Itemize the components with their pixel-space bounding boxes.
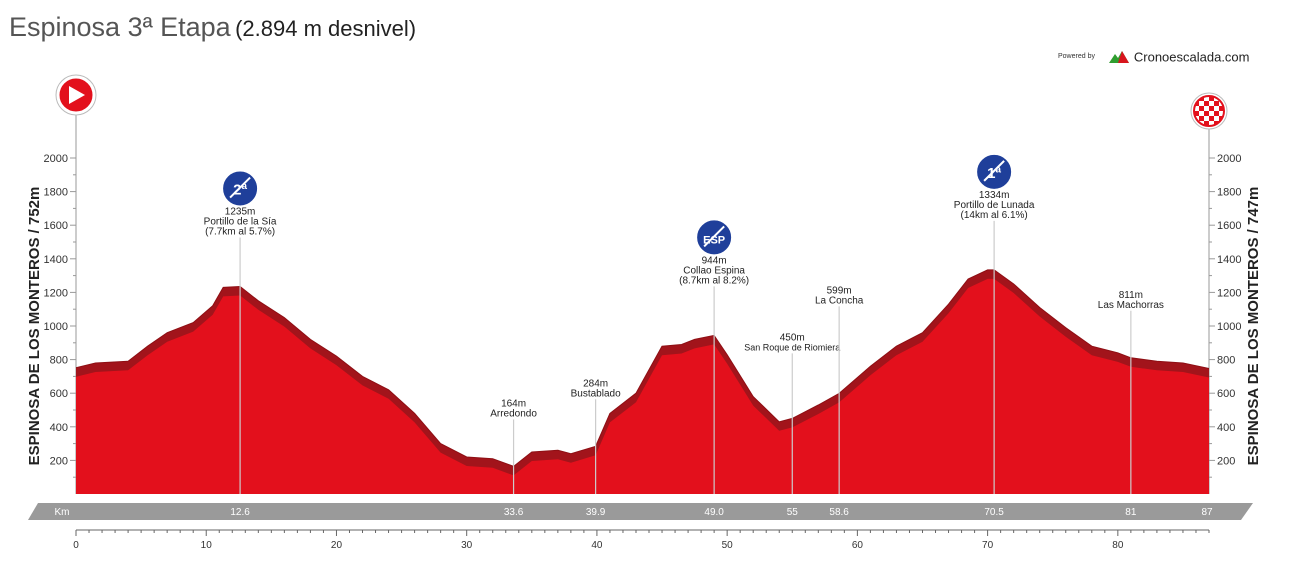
km-band-label: 58.6 bbox=[829, 507, 849, 518]
chart-title-group: Espinosa 3ª Etapa (2.894 m desnivel) bbox=[9, 12, 416, 43]
powered-by-credit[interactable]: Powered by Cronoescalada.com bbox=[1058, 48, 1250, 66]
y-tick-label-left: 1800 bbox=[44, 187, 68, 199]
x-tick-label: 70 bbox=[982, 540, 994, 551]
mountain-logo-icon bbox=[1109, 50, 1130, 63]
poi-name-label: Bustablado bbox=[571, 388, 621, 399]
brand-name: Cronoescalada.com bbox=[1133, 49, 1250, 65]
y-tick-label-right: 1600 bbox=[1217, 220, 1241, 232]
x-tick-label: 10 bbox=[201, 540, 213, 551]
x-tick-label: 30 bbox=[461, 540, 473, 551]
badge-slash bbox=[703, 225, 725, 248]
x-tick-label: 60 bbox=[852, 540, 864, 551]
y-tick-label-right: 800 bbox=[1217, 355, 1235, 367]
x-tick-label: 0 bbox=[73, 540, 79, 551]
y-axis-label-right: ESPINOSA DE LOS MONTEROS / 747m bbox=[1245, 187, 1262, 466]
poi-elevation-label: 1334m bbox=[979, 190, 1010, 201]
y-tick-label-right: 1200 bbox=[1217, 287, 1241, 299]
badge-text: ESP bbox=[703, 234, 725, 246]
y-tick-label-right: 1000 bbox=[1217, 321, 1241, 333]
y-tick-label-right: 1800 bbox=[1217, 187, 1241, 199]
y-tick-label-right: 600 bbox=[1217, 388, 1235, 400]
poi-elevation-label: 1235m bbox=[225, 207, 256, 218]
km-band-label: 12.6 bbox=[230, 507, 250, 518]
y-axis-label-left: ESPINOSA DE LOS MONTEROS / 752m bbox=[26, 187, 43, 466]
x-tick-label: 40 bbox=[591, 540, 603, 551]
km-band-label: 33.6 bbox=[504, 507, 524, 518]
poi-name-label: La Concha bbox=[815, 295, 864, 306]
y-tick-label-left: 1400 bbox=[44, 254, 68, 266]
start-triangle bbox=[69, 86, 85, 104]
km-band-label: 49.0 bbox=[704, 507, 724, 518]
poi-name-label: San Roque de Riomiera bbox=[744, 342, 840, 352]
y-tick-label-left: 400 bbox=[50, 422, 68, 434]
badge-text: 1ª bbox=[987, 165, 1001, 182]
x-tick-label: 20 bbox=[331, 540, 343, 551]
start-ring bbox=[55, 74, 97, 116]
km-band-label: 55 bbox=[787, 507, 799, 518]
x-tick-label: 80 bbox=[1112, 540, 1124, 551]
badge-slash bbox=[983, 160, 1005, 182]
y-tick-label-right: 400 bbox=[1217, 422, 1235, 434]
km-band bbox=[28, 503, 1253, 520]
poi-elevation-label: 284m bbox=[583, 378, 608, 389]
poi-elevation-label: 599m bbox=[827, 285, 852, 296]
profile-area bbox=[76, 278, 1209, 494]
km-band-label: 81 bbox=[1125, 507, 1137, 518]
chart-subtitle: (2.894 m desnivel) bbox=[235, 16, 417, 41]
poi-elevation-label: 811m bbox=[1119, 290, 1143, 301]
poi-detail-label: (8.7km al 8.2%) bbox=[679, 275, 749, 286]
profile-outline bbox=[75, 269, 1210, 467]
category-badge-icon: 2ª bbox=[221, 169, 260, 208]
badge-text: 2ª bbox=[233, 182, 247, 199]
km-band-label: 39.9 bbox=[586, 507, 606, 518]
checkered-finish-icon bbox=[1190, 92, 1228, 130]
poi-name-label: Las Machorras bbox=[1098, 300, 1164, 311]
y-tick-label-left: 200 bbox=[50, 455, 68, 467]
y-tick-label-left: 1200 bbox=[44, 287, 68, 299]
y-tick-label-right: 1400 bbox=[1217, 254, 1241, 266]
y-tick-label-left: 1600 bbox=[44, 220, 68, 232]
km-band-title: Km bbox=[55, 507, 70, 518]
poi-detail-label: (7.7km al 5.7%) bbox=[205, 227, 275, 238]
y-tick-label-right: 2000 bbox=[1217, 153, 1241, 165]
poi-name-label: Arredondo bbox=[490, 408, 537, 419]
y-tick-label-left: 800 bbox=[50, 355, 68, 367]
y-tick-label-left: 1000 bbox=[44, 321, 68, 333]
y-tick-label-right: 200 bbox=[1217, 455, 1235, 467]
play-start-icon bbox=[55, 74, 97, 116]
poi-elevation-label: 944m bbox=[702, 255, 727, 266]
powered-by-label: Powered by bbox=[1058, 53, 1095, 61]
category-badge-icon: ESP bbox=[695, 218, 734, 257]
category-badge-icon: 1ª bbox=[975, 152, 1014, 191]
finish-border bbox=[1193, 95, 1225, 127]
km-band-label: 70.5 bbox=[984, 507, 1004, 518]
x-tick-label: 50 bbox=[722, 540, 734, 551]
poi-name-label: Portillo de Lunada bbox=[954, 200, 1035, 211]
poi-detail-label: (14km al 6.1%) bbox=[960, 210, 1027, 221]
poi-name-label: Collao Espina bbox=[683, 265, 745, 276]
poi-name-label: Portillo de la Sía bbox=[204, 217, 277, 228]
km-band-label: 87 bbox=[1201, 507, 1213, 518]
chart-title: Espinosa 3ª Etapa bbox=[9, 12, 231, 42]
poi-elevation-label: 164m bbox=[501, 398, 526, 409]
y-tick-label-left: 600 bbox=[50, 388, 68, 400]
badge-slash bbox=[229, 176, 251, 199]
y-tick-label-left: 2000 bbox=[44, 153, 68, 165]
poi-elevation-label: 450m bbox=[780, 332, 805, 343]
